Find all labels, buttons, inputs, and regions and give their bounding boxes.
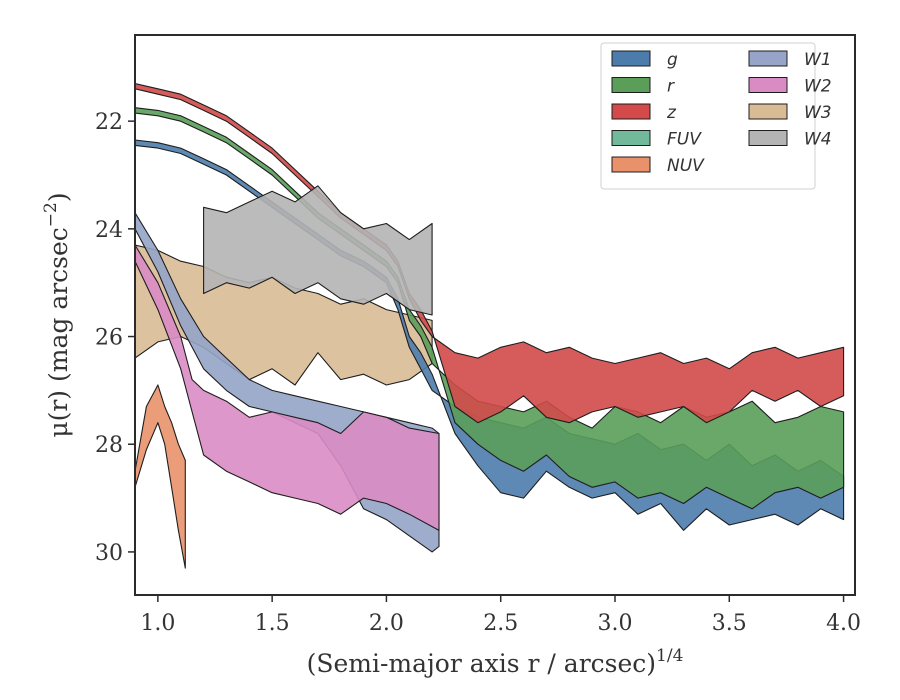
legend-label-nuv: NUV (667, 156, 705, 176)
legend-swatch-fuv (611, 130, 651, 146)
legend-label-w4: W4 (804, 130, 832, 150)
y-tick-label: 22 (95, 110, 123, 135)
x-tick-label: 1.0 (140, 611, 175, 636)
y-tick-label: 30 (95, 541, 123, 566)
series-band-w4 (203, 185, 433, 316)
x-tick-label: 1.5 (255, 611, 290, 636)
x-axis-title: (Semi-major axis r / arcsec)1/4 (307, 646, 684, 678)
legend-swatch-w3 (748, 103, 788, 120)
plot-frame (134, 34, 856, 596)
legend-swatch-w4 (748, 130, 788, 146)
y-tick-label: 24 (95, 218, 123, 243)
y-axis: 22 24 26 28 30 (95, 110, 135, 566)
legend-swatch-nuv (611, 156, 651, 173)
x-axis: 1.0 1.5 2.0 2.5 3.0 3.5 4.0 (140, 595, 861, 636)
legend-label-w3: W3 (804, 103, 832, 123)
legend-swatch-w1 (748, 50, 788, 67)
legend-label-w1: W1 (804, 50, 832, 70)
x-tick-label: 2.5 (483, 611, 518, 636)
legend-label-g: g (667, 50, 678, 70)
series-band-nuv (135, 384, 186, 569)
legend-label-fuv: FUV (667, 130, 702, 150)
legend-swatch-g (611, 50, 651, 67)
legend-swatch-r (611, 77, 651, 93)
legend-swatch-w2 (748, 77, 788, 93)
legend: grz FUV NUV W1 W2 W3 W4 (600, 42, 832, 190)
y-tick-label: 26 (95, 326, 123, 351)
x-tick-label: 4.0 (826, 611, 861, 636)
x-tick-label: 2.0 (369, 611, 404, 636)
legend-label-r: r (667, 77, 675, 97)
x-tick-label: 3.5 (712, 611, 747, 636)
legend-swatch-z (611, 103, 651, 120)
series-band-w2 (135, 244, 440, 531)
legend-label-z: z (666, 103, 677, 123)
x-tick-label: 3.0 (598, 611, 633, 636)
legend-label-w2: W2 (804, 77, 832, 97)
y-tick-label: 28 (95, 433, 123, 458)
series-layer (135, 82, 845, 569)
y-axis-title: μ(r) (mag arcsec−2) (41, 192, 73, 437)
